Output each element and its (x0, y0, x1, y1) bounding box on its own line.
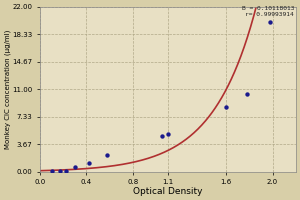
Point (224, 106, 228, 109)
Text: B = 0.10118013
r= 0.99993914: B = 0.10118013 r= 0.99993914 (242, 6, 294, 17)
Y-axis label: Monkey CIC concentration (μg/ml): Monkey CIC concentration (μg/ml) (4, 30, 11, 149)
Point (244, 93, 249, 96)
Point (57, 169, 62, 173)
Point (72, 166, 77, 169)
Point (166, 132, 170, 135)
Point (160, 134, 164, 137)
X-axis label: Optical Density: Optical Density (133, 187, 202, 196)
Point (49, 170, 54, 173)
Point (86, 161, 91, 164)
Point (63, 169, 68, 172)
Point (105, 154, 110, 157)
Point (268, 20, 273, 23)
